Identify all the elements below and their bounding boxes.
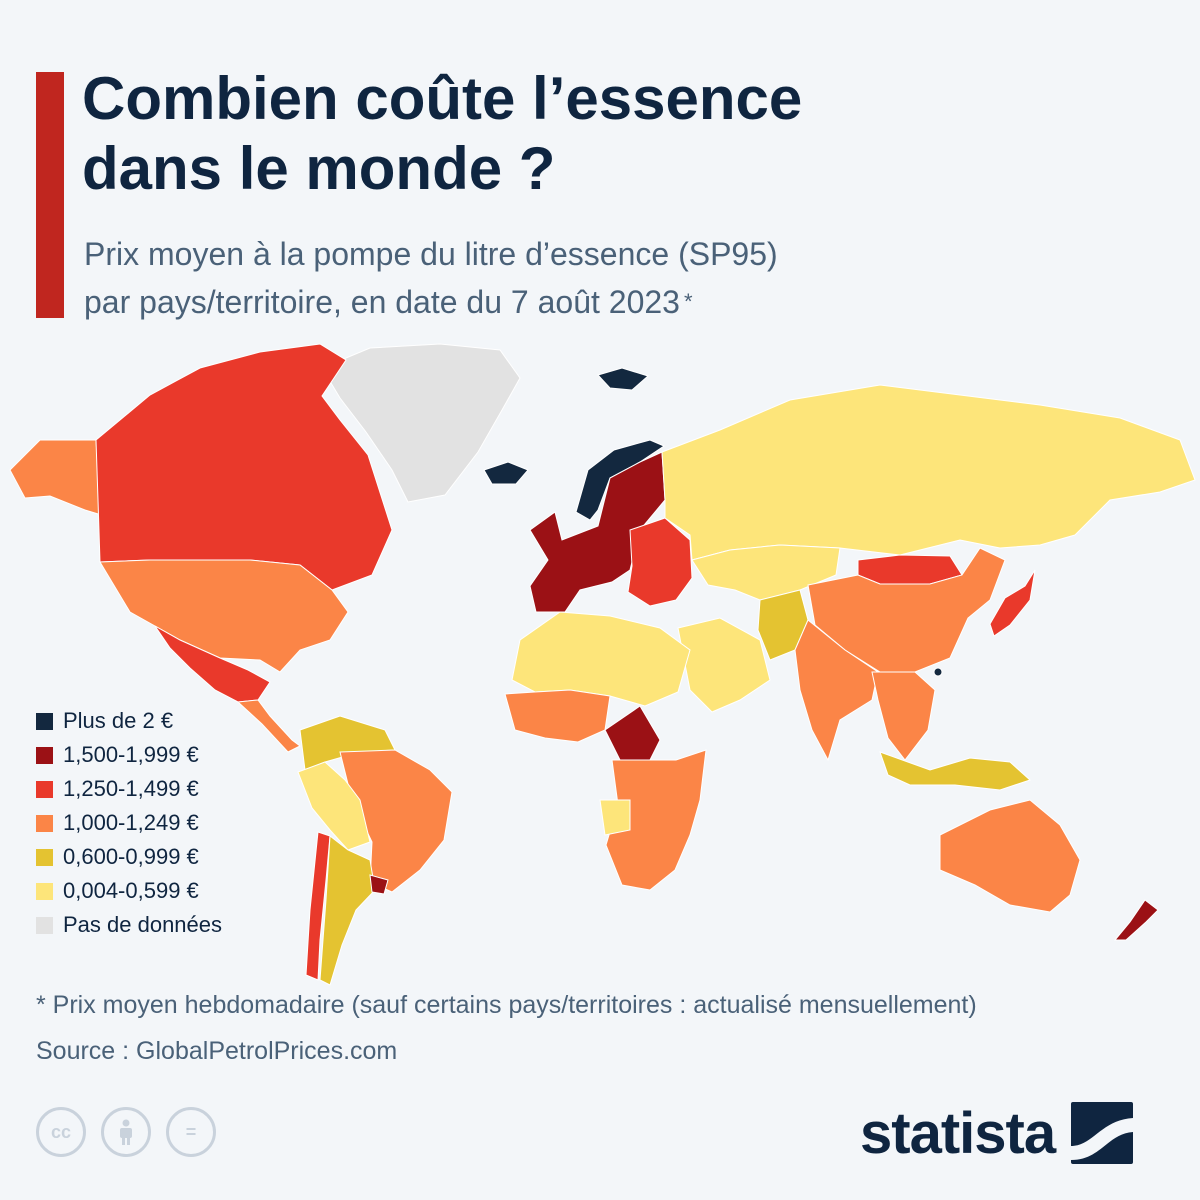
attribution-icon[interactable] [101,1107,151,1157]
map-region-arabian-peninsula [677,617,771,713]
subtitle-line-1: Prix moyen à la pompe du litre d’essence… [84,236,778,272]
subtitle-footnote-marker: * [683,289,693,314]
legend-swatch [36,780,53,798]
map-region-southeast-asia [871,671,936,761]
license-icons: cc = [36,1107,216,1157]
no-derivatives-icon[interactable]: = [166,1107,216,1157]
legend-swatch [36,746,53,764]
legend-item: Plus de 2 € [36,704,222,738]
subtitle: Prix moyen à la pompe du litre d’essence… [84,230,1164,326]
legend-label: 1,500-1,999 € [63,742,199,767]
cc-icon-symbol: cc [50,1121,72,1142]
legend-swatch [36,916,53,934]
map-region-peru-bolivia [297,761,371,851]
page-title: Combien coûte l’essence dans le monde ? [82,64,1162,204]
map-region-argentina [319,835,376,986]
map-region-svalbard [597,367,650,391]
world-map [9,343,1196,986]
subtitle-line-2: par pays/territoire, en date du 7 août 2… [84,284,680,320]
legend-item: 1,500-1,999 € [36,738,222,772]
map-region-indonesia [879,751,1031,791]
title-line-1: Combien coûte l’essence [82,65,803,132]
cc-icon[interactable]: cc [36,1107,86,1157]
map-region-india [794,619,879,762]
map-region-norway [575,439,666,521]
legend-swatch [36,882,53,900]
map-region-southern-africa [605,749,707,891]
statista-logo-icon [1071,1102,1134,1164]
legend-label: 0,004-0,599 € [63,878,199,903]
map-region-russia [661,384,1196,561]
legend-label: Plus de 2 € [63,708,174,733]
map-region-north-africa [511,611,691,707]
legend-label: 1,250-1,499 € [63,776,199,801]
map-region-eastern-europe [627,517,693,607]
footnote: * Prix moyen hebdomadaire (sauf certains… [36,991,977,1019]
legend-label: Pas de données [63,912,223,937]
legend-item: 0,600-0,999 € [36,840,222,874]
legend-item: Pas de données [36,908,222,942]
legend-item: 1,250-1,499 € [36,772,222,806]
legend-item: 0,004-0,599 € [36,874,222,908]
map-region-hong-kong [933,667,943,677]
map-region-iceland [483,461,529,485]
map-region-new-zealand [1113,899,1159,941]
map-region-greenland [321,343,521,503]
title-accent-bar [36,72,64,318]
no-derivatives-symbol: = [185,1121,197,1142]
map-region-west-africa [504,689,611,743]
legend-swatch [36,848,53,866]
statista-logo[interactable]: statista [860,1098,1134,1168]
map-region-united-states [99,559,349,673]
legend-swatch [36,814,53,832]
map-region-angola [599,799,631,836]
legend-swatch [36,712,53,730]
map-region-uruguay [369,874,389,895]
brand-name: statista [860,1100,1056,1166]
title-line-2: dans le monde ? [82,135,556,202]
map-region-central-africa [604,705,661,761]
legend-label: 1,000-1,249 € [63,810,199,835]
map-region-japan [989,569,1036,637]
person-icon [120,1119,132,1145]
map-region-central-america [236,699,301,753]
map-region-australia [939,799,1081,913]
source-note: Source : GlobalPetrolPrices.com [36,1037,398,1065]
legend-label: 0,600-0,999 € [63,844,199,869]
legend-item: 1,000-1,249 € [36,806,222,840]
map-legend: Plus de 2 € 1,500-1,999 € 1,250-1,499 € 1,0… [36,704,222,942]
